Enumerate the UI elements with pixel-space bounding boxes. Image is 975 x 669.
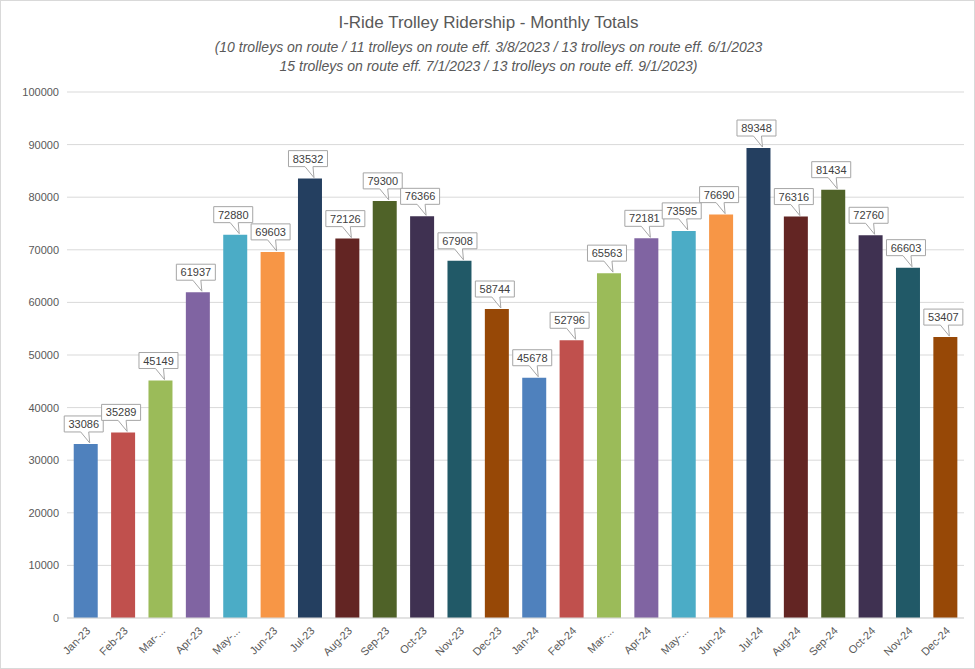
svg-text:50000: 50000 <box>28 349 59 361</box>
svg-text:53407: 53407 <box>928 311 959 323</box>
svg-text:76366: 76366 <box>405 190 436 202</box>
svg-text:Sep-24: Sep-24 <box>807 624 841 658</box>
svg-text:May-...: May-... <box>658 624 690 656</box>
html-text:15 trolleys on route eff. 7/1/: 15 trolleys on route eff. 7/1/2023 / 13 … <box>279 58 698 74</box>
svg-text:Aug-24: Aug-24 <box>769 624 803 658</box>
html-text:I-Ride Trolley Ridership - Mon: I-Ride Trolley Ridership - Monthly Total… <box>338 13 639 32</box>
svg-text:Jul-23: Jul-23 <box>287 624 317 654</box>
svg-text:61937: 61937 <box>181 266 212 278</box>
svg-text:72880: 72880 <box>218 209 249 221</box>
svg-text:35289: 35289 <box>106 406 137 418</box>
svg-text:72760: 72760 <box>853 209 884 221</box>
svg-text:Jan-23: Jan-23 <box>60 624 92 656</box>
svg-text:Apr-24: Apr-24 <box>621 624 653 656</box>
svg-text:45149: 45149 <box>143 355 174 367</box>
svg-text:45678: 45678 <box>517 352 548 364</box>
svg-text:83532: 83532 <box>293 153 324 165</box>
svg-text:73595: 73595 <box>666 205 697 217</box>
svg-text:90000: 90000 <box>28 139 59 151</box>
svg-text:72126: 72126 <box>330 213 361 225</box>
svg-text:58744: 58744 <box>480 283 511 295</box>
svg-text:66603: 66603 <box>891 242 922 254</box>
svg-text:Jun-23: Jun-23 <box>247 624 279 656</box>
svg-text:Feb-23: Feb-23 <box>97 624 130 657</box>
svg-text:76316: 76316 <box>779 191 810 203</box>
svg-text:30000: 30000 <box>28 454 59 466</box>
svg-text:52796: 52796 <box>554 314 585 326</box>
svg-text:67908: 67908 <box>442 235 473 247</box>
svg-text:72181: 72181 <box>629 212 660 224</box>
svg-text:81434: 81434 <box>816 164 847 176</box>
svg-text:69603: 69603 <box>255 226 286 238</box>
svg-text:Feb-24: Feb-24 <box>545 624 578 657</box>
svg-text:33086: 33086 <box>68 418 99 430</box>
svg-text:60000: 60000 <box>28 296 59 308</box>
svg-text:Nov-24: Nov-24 <box>881 624 915 658</box>
svg-text:79300: 79300 <box>367 175 398 187</box>
svg-text:Jan-24: Jan-24 <box>509 624 541 656</box>
svg-text:May-...: May-... <box>210 624 242 656</box>
svg-text:10000: 10000 <box>28 559 59 571</box>
svg-text:Dec-24: Dec-24 <box>919 624 953 658</box>
svg-text:20000: 20000 <box>28 507 59 519</box>
svg-text:0: 0 <box>53 612 59 624</box>
svg-text:Sep-23: Sep-23 <box>358 624 392 658</box>
svg-text:Dec-23: Dec-23 <box>470 624 504 658</box>
svg-text:40000: 40000 <box>28 402 59 414</box>
svg-text:Mar-...: Mar-... <box>136 624 167 655</box>
svg-text:89348: 89348 <box>741 122 772 134</box>
svg-text:Jul-24: Jul-24 <box>736 624 766 654</box>
svg-text:Apr-23: Apr-23 <box>173 624 205 656</box>
svg-text:80000: 80000 <box>28 191 59 203</box>
svg-text:70000: 70000 <box>28 244 59 256</box>
html-text:(10 trolleys on route / 11 tro: (10 trolleys on route / 11 trolleys on r… <box>214 39 763 55</box>
svg-text:Nov-23: Nov-23 <box>433 624 467 658</box>
svg-text:65563: 65563 <box>592 247 623 259</box>
svg-text:Jun-24: Jun-24 <box>696 624 728 656</box>
svg-text:76690: 76690 <box>704 189 735 201</box>
svg-text:Oct-23: Oct-23 <box>397 624 429 656</box>
svg-text:Aug-23: Aug-23 <box>321 624 355 658</box>
svg-text:100000: 100000 <box>22 86 59 98</box>
svg-text:Mar-...: Mar-... <box>585 624 616 655</box>
svg-text:Oct-24: Oct-24 <box>846 624 878 656</box>
